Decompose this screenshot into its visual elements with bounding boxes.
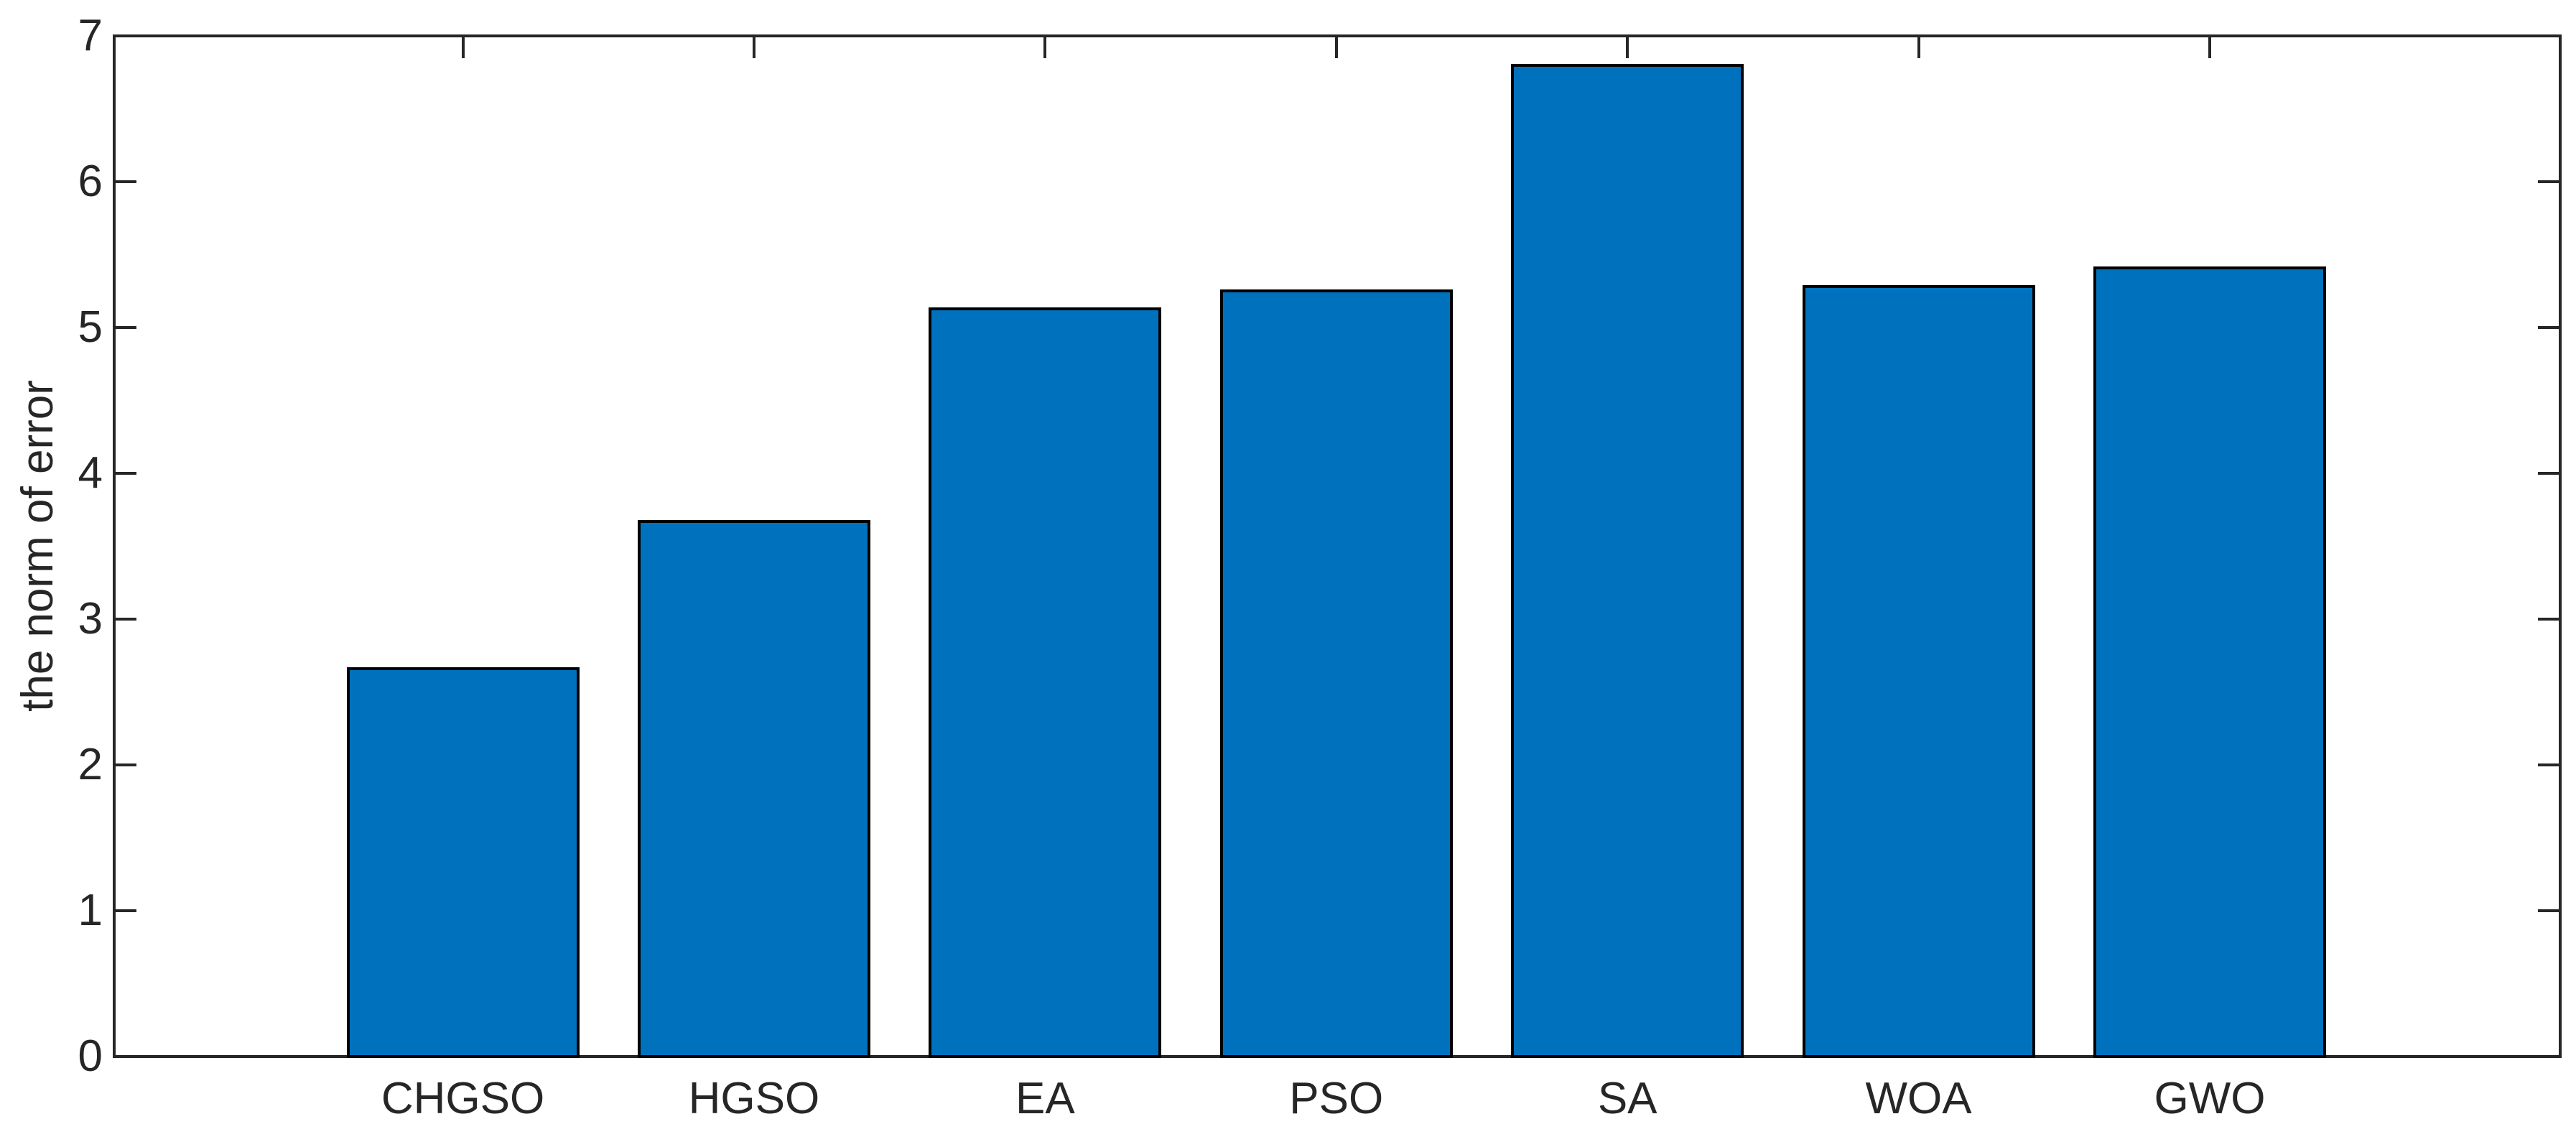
y-tick-label: 6 xyxy=(78,157,103,206)
y-tick-label: 7 xyxy=(78,11,103,60)
y-tick-label: 2 xyxy=(78,740,103,789)
y-axis-tick xyxy=(113,34,136,37)
y-axis-tick xyxy=(113,763,136,766)
x-tick-label: WOA xyxy=(1865,1074,1972,1123)
x-tick-label: PSO xyxy=(1289,1074,1384,1123)
x-axis-tick-mirror xyxy=(1334,34,1338,58)
y-axis-tick-mirror xyxy=(2538,472,2562,475)
x-axis-tick-mirror xyxy=(1043,34,1047,58)
x-tick-label: GWO xyxy=(2154,1074,2266,1123)
y-tick-label: 3 xyxy=(78,594,103,644)
bar-woa xyxy=(1802,285,2035,1058)
y-tick-label: 4 xyxy=(78,448,103,498)
bar-gwo xyxy=(2093,266,2327,1058)
x-axis-tick-mirror xyxy=(461,34,465,58)
y-axis-label: the norm of error xyxy=(13,380,62,712)
y-tick-label: 0 xyxy=(78,1031,103,1081)
x-axis-tick-mirror xyxy=(1917,34,1920,58)
x-axis-tick-mirror xyxy=(2208,34,2212,58)
bar-ea xyxy=(929,307,1162,1058)
y-axis-tick xyxy=(113,180,136,183)
y-axis-tick-mirror xyxy=(2538,909,2562,912)
y-axis-tick xyxy=(113,326,136,329)
x-tick-label: EA xyxy=(1015,1074,1075,1123)
y-axis-tick-mirror xyxy=(2538,34,2562,37)
y-axis-tick xyxy=(113,909,136,912)
y-axis-tick-mirror xyxy=(2538,618,2562,621)
y-axis-tick xyxy=(113,1055,136,1058)
bar-sa xyxy=(1511,63,1744,1058)
y-axis-tick-mirror xyxy=(2538,1055,2562,1058)
x-tick-label: SA xyxy=(1597,1074,1657,1123)
y-tick-label: 5 xyxy=(78,302,103,352)
bar-pso xyxy=(1219,289,1453,1058)
bar-chgso xyxy=(346,667,580,1058)
y-axis-tick-mirror xyxy=(2538,180,2562,183)
plot-area xyxy=(113,34,2562,1058)
y-tick-label: 1 xyxy=(78,886,103,935)
y-axis-tick xyxy=(113,472,136,475)
x-tick-label: HGSO xyxy=(688,1074,820,1123)
y-axis-tick-mirror xyxy=(2538,326,2562,329)
x-tick-label: CHGSO xyxy=(381,1074,545,1123)
bar-hgso xyxy=(637,519,870,1058)
x-axis-tick-mirror xyxy=(1626,34,1629,58)
y-axis-tick xyxy=(113,618,136,621)
x-axis-tick-mirror xyxy=(752,34,755,58)
y-axis-tick-mirror xyxy=(2538,763,2562,766)
